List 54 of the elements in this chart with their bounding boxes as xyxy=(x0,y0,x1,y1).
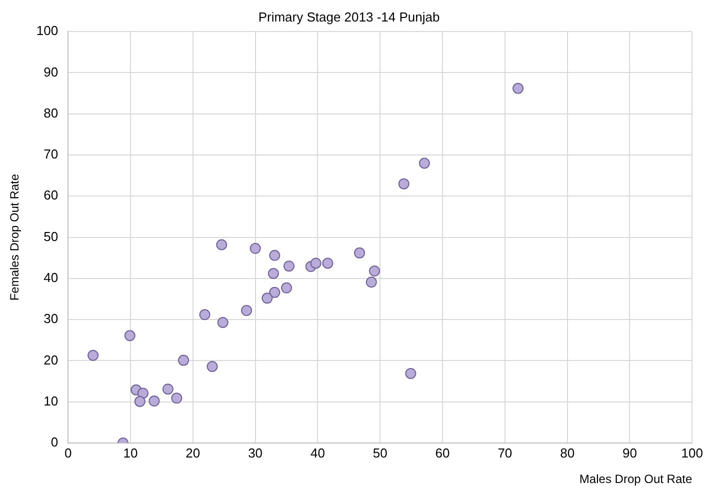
x-tick-label: 100 xyxy=(681,445,704,460)
y-tick-label: 20 xyxy=(44,352,58,368)
point xyxy=(206,360,218,372)
y-tick-label: 70 xyxy=(44,146,58,162)
point xyxy=(250,242,261,254)
x-tick-label: 80 xyxy=(560,445,575,460)
point xyxy=(216,239,228,250)
x-tick-label: 60 xyxy=(435,445,450,460)
x-tick-label: 20 xyxy=(186,445,200,460)
point xyxy=(281,282,292,294)
point xyxy=(354,247,366,258)
point xyxy=(134,396,146,407)
x-tick-label: 40 xyxy=(310,445,325,460)
y-tick-label: 0 xyxy=(50,434,58,450)
y-tick-label: 100 xyxy=(36,23,58,38)
point xyxy=(137,388,148,399)
chart-title: Primary Stage 2013 -14 Punjab xyxy=(258,9,440,24)
y-tick-label: 80 xyxy=(44,105,58,120)
y-tick-label: 50 xyxy=(44,228,58,244)
point xyxy=(284,260,295,272)
y-axis-title: Females Drop Out Rate xyxy=(8,174,22,301)
x-tick-label: 10 xyxy=(123,445,138,460)
point xyxy=(366,276,377,288)
point xyxy=(369,266,380,277)
point xyxy=(322,258,334,269)
x-tick-label: 50 xyxy=(372,445,388,460)
point xyxy=(178,354,190,366)
point xyxy=(512,82,524,94)
y-tick-label: 60 xyxy=(44,188,58,203)
point xyxy=(241,305,252,316)
point xyxy=(162,384,174,395)
point xyxy=(262,292,273,304)
point xyxy=(148,396,160,407)
point xyxy=(88,350,99,361)
point xyxy=(269,286,280,298)
x-axis-title: Males Drop Out Rate xyxy=(579,472,692,486)
point xyxy=(124,330,136,342)
y-tick-label: 30 xyxy=(44,311,58,326)
y-tick-label: 40 xyxy=(44,270,58,286)
point xyxy=(199,309,210,320)
point xyxy=(268,268,279,280)
x-tick-label: 90 xyxy=(622,445,637,460)
point xyxy=(418,158,430,169)
y-tick-label: 10 xyxy=(44,393,58,408)
point xyxy=(269,250,280,261)
x-tick-label: 30 xyxy=(248,445,263,460)
point xyxy=(171,392,182,404)
point xyxy=(310,258,322,269)
x-tick-label: 70 xyxy=(498,445,512,460)
point xyxy=(217,316,228,328)
point xyxy=(398,178,410,190)
x-tick-label: 0 xyxy=(64,445,72,460)
y-tick-label: 90 xyxy=(44,64,58,80)
point xyxy=(405,368,416,379)
